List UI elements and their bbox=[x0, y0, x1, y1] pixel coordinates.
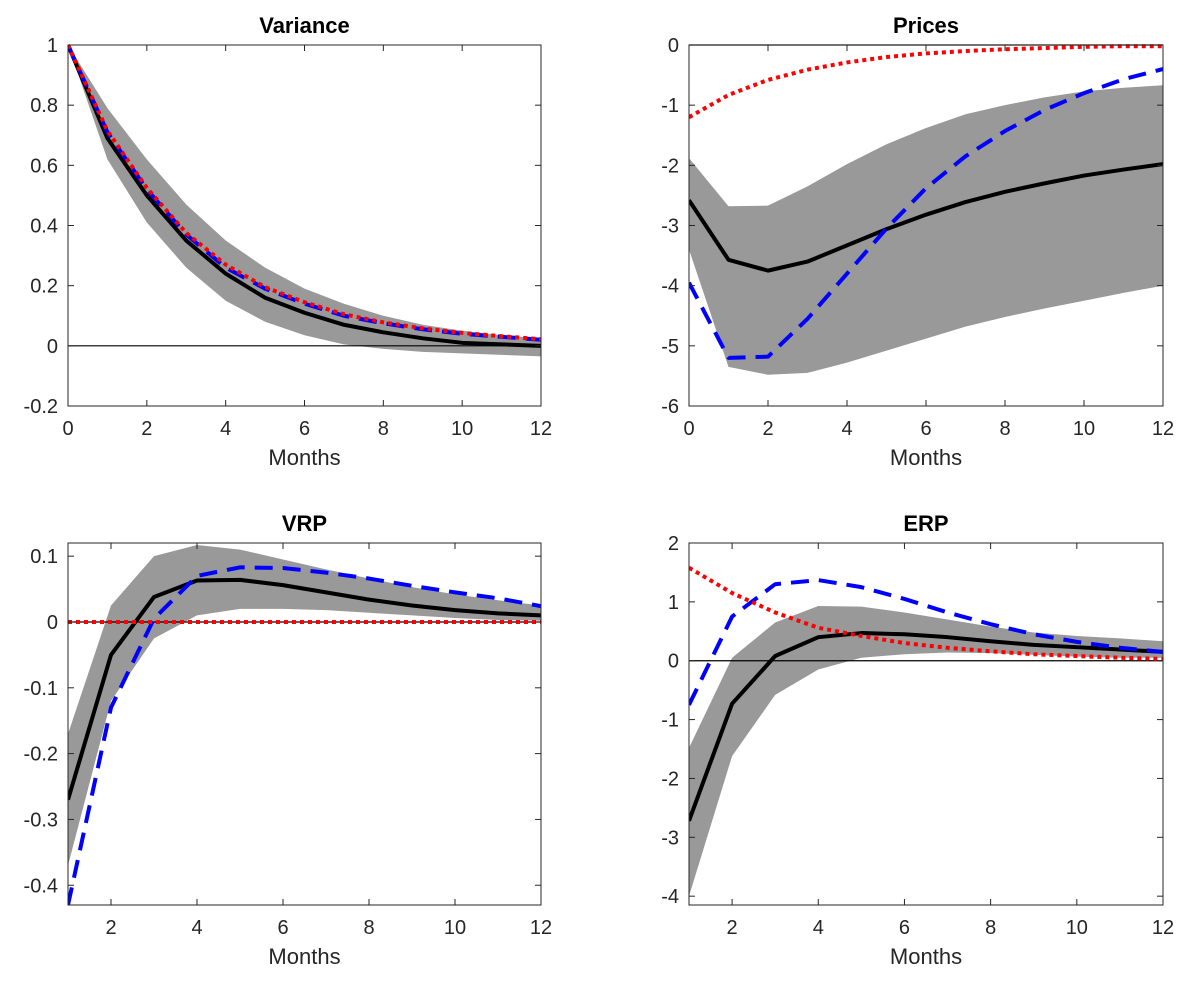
x-tick-label: 6 bbox=[299, 418, 310, 440]
series-line-solid bbox=[689, 631, 1163, 822]
y-tick-label: 2 bbox=[668, 533, 679, 555]
x-tick-label: 10 bbox=[1073, 418, 1095, 440]
x-tick-label: 6 bbox=[920, 418, 931, 440]
y-tick-label: -3 bbox=[661, 216, 679, 238]
x-axis-label: Months bbox=[890, 944, 962, 969]
series-line-solid bbox=[68, 577, 541, 801]
x-axis-label: Months bbox=[890, 445, 962, 470]
x-tick-label: 10 bbox=[1066, 917, 1088, 939]
x-tick-label: 4 bbox=[220, 418, 231, 440]
y-tick-label: -5 bbox=[661, 336, 679, 358]
series-line-solid bbox=[689, 162, 1163, 273]
y-tick-label: 0 bbox=[47, 336, 58, 358]
confidence-band bbox=[68, 544, 541, 866]
y-tick-label: -2 bbox=[661, 768, 679, 790]
y-tick-label: 0 bbox=[47, 612, 58, 634]
confidence-band bbox=[68, 45, 541, 357]
x-tick-label: 4 bbox=[841, 418, 852, 440]
chart-title: Prices bbox=[893, 13, 959, 38]
x-tick-label: 12 bbox=[1152, 418, 1174, 440]
x-tick-label: 12 bbox=[530, 418, 552, 440]
series-line-dotted bbox=[689, 44, 1163, 119]
chart-title: Variance bbox=[259, 13, 350, 38]
x-axis-label: Months bbox=[268, 944, 340, 969]
x-tick-label: 4 bbox=[813, 917, 824, 939]
y-tick-label: 0.8 bbox=[30, 95, 58, 117]
x-tick-label: 8 bbox=[985, 917, 996, 939]
y-tick-label: -0.1 bbox=[24, 678, 58, 700]
axes-box bbox=[688, 542, 1164, 906]
y-tick-label: -0.2 bbox=[24, 744, 58, 766]
y-tick-label: 0 bbox=[668, 35, 679, 57]
confidence-band bbox=[689, 85, 1163, 375]
series-line-solid bbox=[68, 44, 541, 348]
y-tick-label: 0.6 bbox=[30, 155, 58, 177]
y-tick-label: -3 bbox=[661, 827, 679, 849]
x-tick-label: 10 bbox=[451, 418, 473, 440]
x-tick-label: 6 bbox=[277, 917, 288, 939]
series-line-dotted bbox=[68, 44, 541, 342]
y-tick-label: 0.1 bbox=[30, 546, 58, 568]
x-tick-label: 8 bbox=[378, 418, 389, 440]
x-tick-label: 0 bbox=[683, 418, 694, 440]
series-line-dashed bbox=[68, 565, 541, 906]
x-tick-label: 2 bbox=[727, 917, 738, 939]
series-line-dotted bbox=[689, 565, 1163, 661]
x-tick-label: 12 bbox=[530, 917, 552, 939]
panel-variance: 0 2 4 6 8 10 12-0.200.20.40.60.81VarianceMonth… bbox=[24, 13, 553, 470]
x-tick-label: 8 bbox=[363, 917, 374, 939]
y-tick-label: -0.2 bbox=[24, 396, 58, 418]
panel-vrp: 2 4 6 8 10 12 -0.4 -0.3 -0.2 -0.1 0 0.1 VRP Months bbox=[24, 511, 553, 969]
y-tick-label: -1 bbox=[661, 95, 679, 117]
series-line-dashed bbox=[689, 67, 1163, 360]
panel-prices: 0 2 4 6 8 10 12 -6 -5 -4 -3 -2 -1 0 Prices Months bbox=[661, 13, 1174, 470]
x-tick-label: 4 bbox=[191, 917, 202, 939]
y-tick-label: -4 bbox=[661, 886, 679, 908]
x-tick-label: 8 bbox=[999, 418, 1010, 440]
x-tick-label: 2 bbox=[762, 418, 773, 440]
chart-title: VRP bbox=[282, 511, 327, 536]
plot-area bbox=[689, 543, 1163, 905]
y-tick-label: -1 bbox=[661, 710, 679, 732]
y-tick-label: 0 bbox=[668, 651, 679, 673]
y-tick-label: 1 bbox=[47, 35, 58, 57]
y-tick-label: -6 bbox=[661, 396, 679, 418]
x-tick-label: 0 bbox=[62, 418, 73, 440]
x-tick-label: 6 bbox=[899, 917, 910, 939]
x-tick-label: 2 bbox=[105, 917, 116, 939]
x-tick-label: 2 bbox=[141, 418, 152, 440]
x-axis-label: Months bbox=[268, 445, 340, 470]
y-tick-label: 0.2 bbox=[30, 276, 58, 298]
y-tick-label: -0.4 bbox=[24, 875, 58, 897]
y-tick-label: 0.4 bbox=[30, 216, 58, 238]
axes-box bbox=[67, 542, 542, 906]
y-tick-label: -2 bbox=[661, 155, 679, 177]
series-line-dashed bbox=[689, 578, 1163, 706]
y-tick-label: -0.3 bbox=[24, 809, 58, 831]
x-tick-label: 10 bbox=[444, 917, 466, 939]
chart-title: ERP bbox=[903, 511, 948, 536]
y-tick-label: 1 bbox=[668, 592, 679, 614]
x-tick-label: 12 bbox=[1152, 917, 1174, 939]
y-tick-label: -4 bbox=[661, 276, 679, 298]
